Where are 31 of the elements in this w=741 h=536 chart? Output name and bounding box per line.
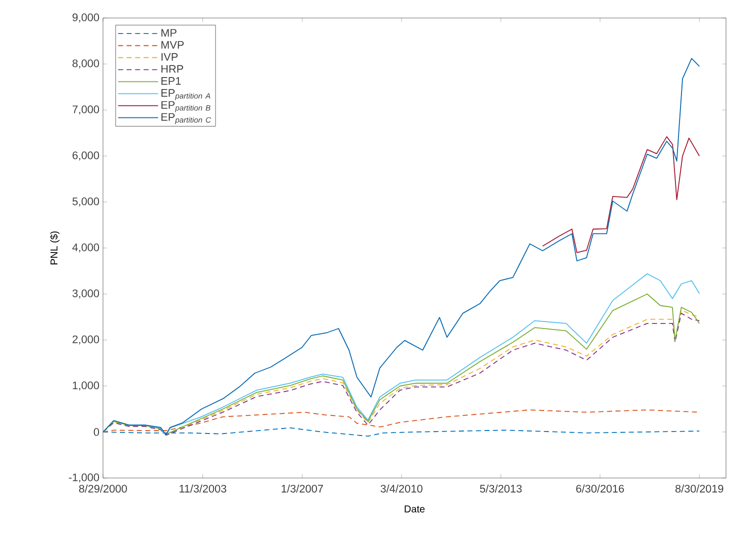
- x-tick-label: 11/3/2003: [180, 484, 226, 493]
- legend-label: $\mathrm{MP}$: [161, 29, 176, 37]
- y-axis-title: PNL ($): [50, 231, 60, 264]
- y-tick-label: 7,000: [72, 105, 100, 115]
- line-series: [103, 427, 700, 437]
- line-series: [542, 136, 700, 254]
- y-tick-label: -1,000: [68, 473, 100, 483]
- x-tick-label: 6/30/2016: [576, 484, 624, 493]
- legend-label: $\mathrm{EP}_{\mathit{partition\ A}}$: [161, 89, 210, 100]
- x-axis-title: Date: [404, 506, 425, 512]
- x-tick-label: 1/3/2007: [282, 484, 323, 493]
- x-tick-label: 5/3/2013: [480, 484, 522, 493]
- y-tick-label: 4,000: [72, 243, 100, 253]
- y-tick-label: 5,000: [72, 197, 100, 207]
- line-series: [103, 409, 700, 432]
- x-tick-label: 8/30/2019: [675, 484, 724, 493]
- y-tick-label: 8,000: [72, 59, 100, 69]
- legend-label: $\mathrm{IVP}$: [162, 53, 178, 61]
- y-tick-label: 3,000: [72, 289, 100, 299]
- y-tick-label: 9,000: [72, 13, 100, 23]
- x-tick-label: 8/29/2000: [79, 484, 127, 493]
- legend-label: $\mathrm{MVP}$: [161, 41, 184, 49]
- legend-label: $\mathrm{HRP}$: [161, 65, 184, 73]
- y-tick-label: 0: [94, 428, 100, 436]
- y-tick-label: 1,000: [72, 381, 100, 391]
- legend-label: $\mathrm{EP}_{\mathit{partition\ B}}$: [161, 101, 210, 112]
- y-tick-label: 6,000: [72, 151, 100, 161]
- x-tick-label: 3/4/2010: [380, 484, 422, 493]
- legend-label: $\mathrm{EP}_{\mathit{partition\ C}}$: [161, 113, 212, 124]
- y-tick-label: 2,000: [72, 335, 100, 345]
- legend-label: $\mathrm{EP1}$: [161, 77, 181, 85]
